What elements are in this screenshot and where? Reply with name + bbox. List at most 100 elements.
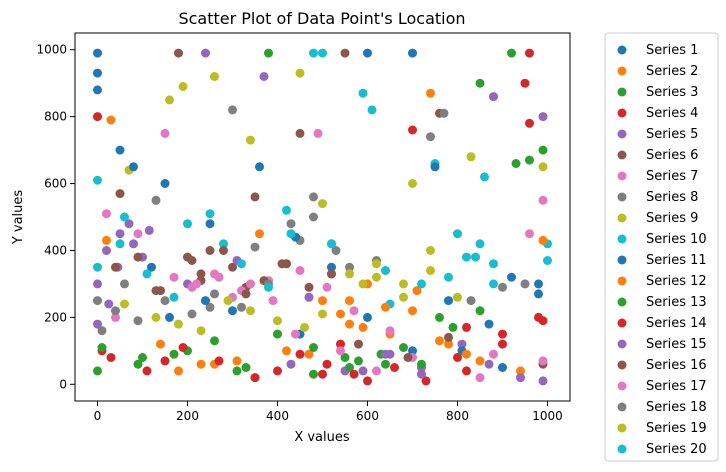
series-5-point xyxy=(115,229,125,239)
series-4-point xyxy=(453,353,462,362)
series-12-point xyxy=(196,359,206,369)
series-17-point xyxy=(322,282,332,292)
series-1-point xyxy=(93,68,102,78)
series-13-point xyxy=(169,349,179,359)
legend-marker xyxy=(617,213,627,223)
series-12-point xyxy=(538,235,548,245)
series-18-point xyxy=(210,289,219,299)
series-20-point xyxy=(309,48,318,58)
series-15-point xyxy=(104,299,114,309)
series-20-point xyxy=(489,279,498,289)
legend-marker xyxy=(617,108,627,118)
series-6-point xyxy=(340,48,350,58)
x-tick-label: 0 xyxy=(94,409,102,423)
series-17-point xyxy=(102,209,111,219)
legend-item: Series 15 xyxy=(617,337,707,352)
series-7-point xyxy=(538,195,548,205)
series-16-point xyxy=(111,262,120,272)
series-3-point xyxy=(273,329,282,339)
series-2-point xyxy=(106,115,116,125)
series-13-point xyxy=(417,359,426,369)
series-3-point xyxy=(241,363,251,372)
series-9-point xyxy=(165,95,174,105)
series-7-point xyxy=(291,329,300,339)
series-1-point xyxy=(498,363,507,372)
series-10-point xyxy=(471,252,480,262)
series-17-point xyxy=(169,272,179,282)
legend-item: Series 5 xyxy=(617,127,698,142)
series-8-point xyxy=(205,302,215,312)
series-7-point xyxy=(160,128,170,138)
series-3-point xyxy=(309,369,318,379)
series-14-point xyxy=(498,339,507,349)
legend-marker xyxy=(617,255,627,265)
legend-label: Series 5 xyxy=(646,127,698,142)
legend-item: Series 7 xyxy=(617,169,698,184)
legend-marker xyxy=(617,339,627,349)
series-18-point xyxy=(498,282,507,292)
series-12-point xyxy=(345,296,354,306)
series-1-point xyxy=(160,179,170,188)
y-tick-label: 800 xyxy=(44,110,67,124)
series-17-point xyxy=(187,282,197,292)
series-3-point xyxy=(138,353,147,362)
series-10-point xyxy=(219,239,228,249)
series-19-point xyxy=(453,292,462,302)
series-15-point xyxy=(516,373,525,383)
series-11-point xyxy=(201,296,210,306)
series-20-point xyxy=(327,239,336,249)
series-16-point xyxy=(282,259,291,269)
series-1-point xyxy=(534,279,543,289)
series-20-point xyxy=(93,175,102,185)
chart-title: Scatter Plot of Data Point's Location xyxy=(178,9,465,28)
series-19-point xyxy=(318,309,327,319)
series-1-point xyxy=(363,312,372,322)
series-5-point xyxy=(259,72,269,81)
series-3-point xyxy=(435,312,444,322)
legend-label: Series 15 xyxy=(646,337,707,352)
series-18-point xyxy=(309,192,318,202)
series-13-point xyxy=(345,363,354,372)
series-14-points xyxy=(106,118,548,386)
series-3-point xyxy=(507,48,516,58)
series-9-point xyxy=(426,246,435,255)
series-20-point xyxy=(475,239,485,249)
series-16-point xyxy=(219,246,228,255)
series-9-point xyxy=(358,279,368,289)
series-14-point xyxy=(538,316,548,326)
y-tick-label: 400 xyxy=(44,243,67,257)
series-18-point xyxy=(426,132,435,142)
series-8-points xyxy=(93,105,530,312)
series-13-point xyxy=(210,336,219,346)
series-20-points xyxy=(93,48,552,302)
legend-marker xyxy=(617,87,627,97)
legend-marker xyxy=(617,234,627,244)
series-18-point xyxy=(187,309,197,319)
legend-item: Series 6 xyxy=(617,148,698,163)
series-19-point xyxy=(300,322,309,332)
legend-label: Series 13 xyxy=(646,295,707,310)
series-19-points xyxy=(120,259,462,336)
series-19-point xyxy=(345,269,354,279)
series-10-point xyxy=(489,259,498,269)
series-2-point xyxy=(444,339,453,349)
series-8-point xyxy=(331,246,341,255)
series-15-point xyxy=(304,292,314,302)
series-5-point xyxy=(201,48,210,58)
series-15-point xyxy=(93,319,102,329)
series-4-point xyxy=(93,112,102,122)
series-18-point xyxy=(237,302,246,312)
series-11-point xyxy=(507,272,516,282)
series-7-point xyxy=(313,128,323,138)
legend: Series 1 Series 2 Series 3 Series 4 Series 5… xyxy=(604,32,719,462)
series-13-point xyxy=(232,366,242,376)
series-3-point xyxy=(354,356,363,366)
series-15-point xyxy=(381,349,390,359)
series-10-point xyxy=(183,219,192,229)
series-18-point xyxy=(111,306,120,316)
x-axis-ticks: 0 200 400 600 800 1000 xyxy=(94,401,563,423)
series-2-point xyxy=(426,88,435,98)
legend-label: Series 20 xyxy=(646,442,707,457)
legend-label: Series 17 xyxy=(646,379,707,394)
series-15-point xyxy=(129,239,138,249)
